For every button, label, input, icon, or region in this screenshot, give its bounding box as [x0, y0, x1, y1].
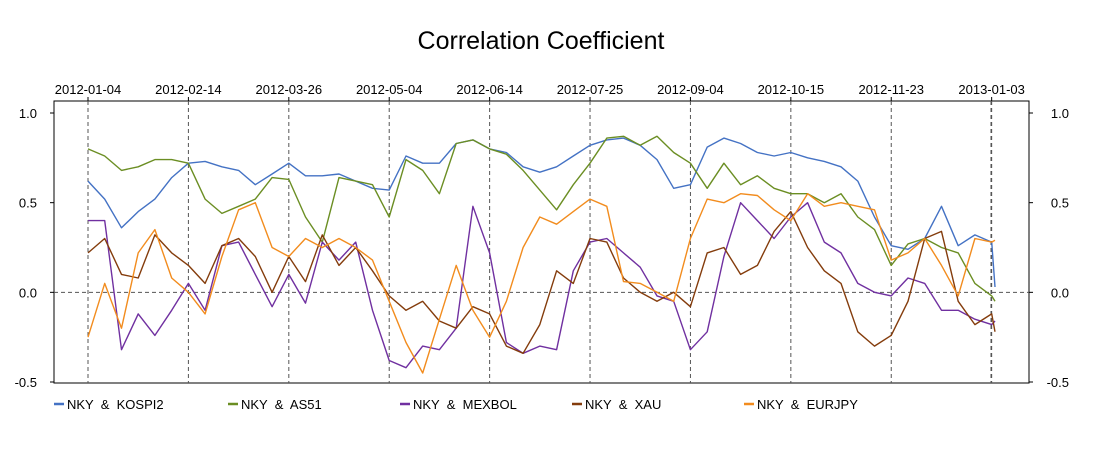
x-tick-label: 2012-03-26	[256, 82, 323, 97]
x-tick-label: 2012-11-23	[858, 82, 924, 97]
series-line-4	[87, 210, 996, 354]
series-line-5	[87, 192, 996, 374]
y-tick-label-right: 0.0	[1051, 285, 1069, 300]
x-tick-label: 2012-07-25	[557, 82, 624, 97]
chart-title: Correlation Coefficient	[418, 27, 665, 55]
y-tick-label-left: -0.5	[15, 375, 37, 390]
series-line-1	[87, 137, 996, 288]
x-tick-label: 2012-09-04	[657, 82, 724, 97]
x-tick-label: 2012-06-14	[456, 82, 523, 97]
legend-label: NKY & EURJPY	[757, 397, 858, 412]
legend-label: NKY & MEXBOL	[413, 397, 517, 412]
y-tick-label-right: 1.0	[1051, 106, 1069, 121]
y-tick-label-left: 1.0	[19, 106, 37, 121]
y-tick-label-right: -0.5	[1047, 375, 1069, 390]
x-tick-label: 2013-01-03	[958, 82, 1025, 97]
y-tick-label-right: 0.5	[1051, 196, 1069, 211]
legend-label: NKY & XAU	[585, 397, 661, 412]
y-tick-label-left: 0.5	[19, 196, 37, 211]
y-tick-label-left: 0.0	[19, 285, 37, 300]
x-tick-label: 2012-01-04	[55, 82, 122, 97]
axes: 2012-01-04 2012-02-14 2012-03-26 2012-05-04…	[15, 82, 1069, 390]
plot-area-frame	[53, 100, 1030, 384]
x-tick-label: 2012-02-14	[155, 82, 222, 97]
x-tick-label: 2012-10-15	[758, 82, 825, 97]
series-lines	[87, 135, 996, 374]
series-line-2	[87, 135, 996, 302]
legend: NKY & KOSPI2 NKY & AS51 NKY & MEXBOL NKY & …	[54, 397, 858, 412]
legend-label: NKY & AS51	[241, 397, 322, 412]
series-line-3	[88, 201, 996, 369]
x-tick-label: 2012-05-04	[356, 82, 423, 97]
legend-label: NKY & KOSPI2	[67, 397, 164, 412]
